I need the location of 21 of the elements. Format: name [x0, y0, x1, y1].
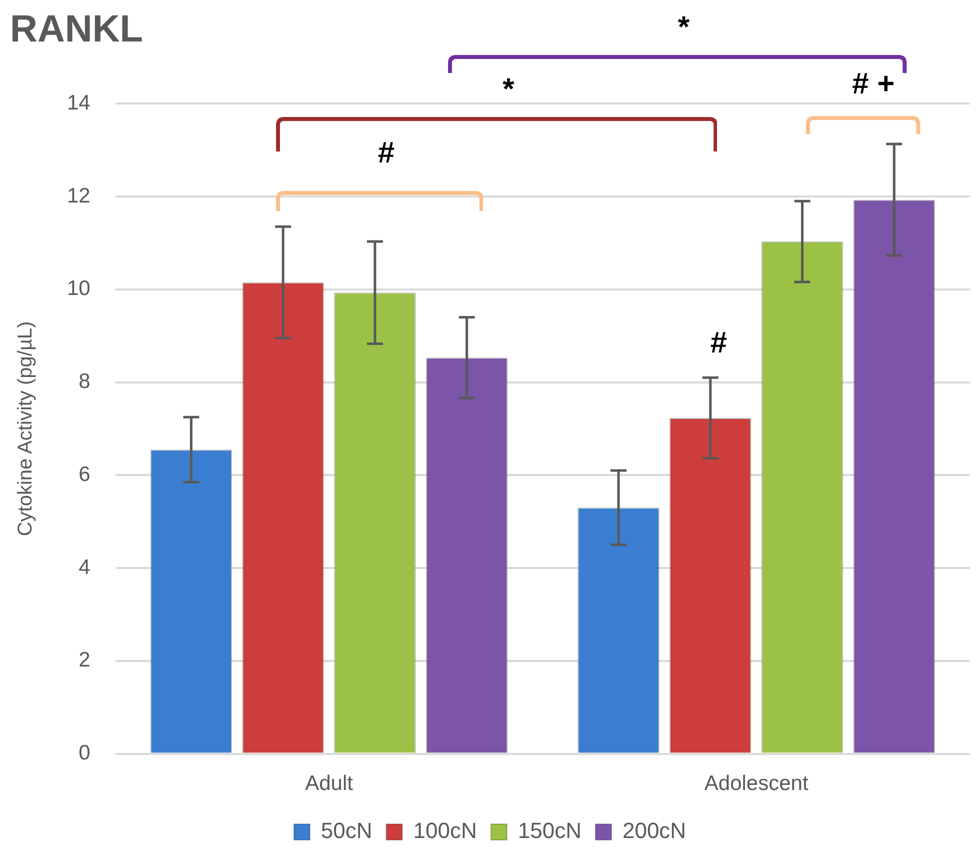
y-tick-label: 2	[78, 648, 90, 672]
y-tick-label: 0	[78, 742, 90, 765]
legend-label: 200cN	[622, 818, 686, 844]
y-tick-label: 14	[67, 91, 91, 114]
annotation: #	[710, 326, 728, 360]
text: # +	[852, 68, 895, 101]
y-tick-label: 10	[67, 277, 90, 300]
y-tick-label: 8	[78, 370, 90, 394]
text: *	[678, 11, 690, 44]
x-tick-label: Adolescent	[704, 772, 808, 796]
legend-label: 100cN	[413, 818, 477, 844]
legend-label: 150cN	[518, 818, 582, 844]
y-tick-label: 12	[67, 184, 90, 208]
legend-label: 50cN	[320, 818, 372, 844]
y-tick-label: 6	[78, 462, 90, 486]
annotation: #	[378, 136, 395, 170]
y-tick-label: 4	[78, 556, 91, 579]
y-axis-title: Cytokine Activity (pg/µL)	[14, 321, 37, 536]
chart-title: RANKL	[10, 8, 143, 50]
x-tick-label: Adult	[305, 772, 354, 796]
annotation: *	[502, 72, 515, 106]
